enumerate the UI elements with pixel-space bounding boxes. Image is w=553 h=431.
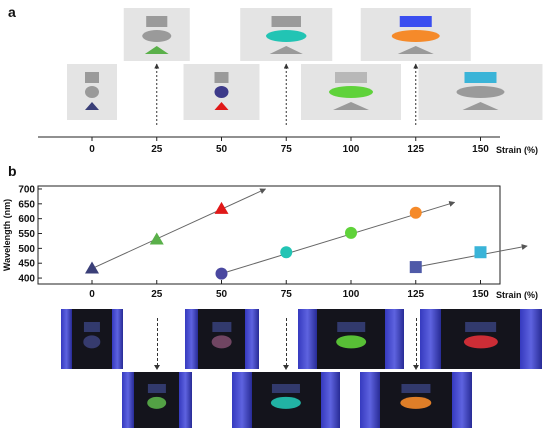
circle-shape: [142, 30, 172, 42]
square-shape: [271, 16, 301, 27]
square-shape: [85, 72, 99, 83]
circle-shape: [85, 86, 99, 98]
arrow-head-icon: [412, 365, 419, 370]
square-shape: [146, 16, 168, 27]
trend-arrow: [91, 188, 267, 270]
plot-frame: [37, 185, 501, 285]
sample-photo: [61, 309, 123, 369]
panel-a-tick-label: 0: [89, 144, 95, 155]
sample-photo: [419, 309, 542, 369]
sample-shape: [400, 396, 432, 409]
dotted-arrow: [286, 318, 288, 366]
arrow-head-icon: [283, 365, 290, 370]
wavelength-chart: 400 450 500 550 600 650 700 0 25 50 75 100 125 150 Str…: [2, 184, 538, 300]
x-axis-title: Strain (%): [496, 290, 538, 300]
panel-a-tick-label: 150: [472, 144, 489, 155]
circle-point: [215, 267, 228, 280]
square-point: [474, 246, 487, 259]
y-tick-label: 500: [18, 244, 35, 255]
triangle-point: [149, 232, 164, 245]
x-tick-label: 75: [281, 289, 293, 300]
triangle-point: [214, 201, 229, 214]
sample-square: [337, 322, 365, 332]
sample-shape: [83, 335, 101, 349]
dotted-arrow: [156, 318, 158, 366]
arrow-head-icon: [153, 365, 160, 370]
sample-photo: [232, 372, 341, 428]
y-tick-label: 400: [18, 274, 35, 285]
trend-arrow: [415, 244, 528, 268]
panel-a-diagram: 0 25 50 75 100 125 150 Strain (%): [38, 8, 543, 155]
triangle-shape: [397, 46, 434, 54]
square-shape: [214, 72, 229, 83]
sample-photo: [121, 372, 192, 428]
x-tick-label: 25: [151, 289, 163, 300]
x-tick-label: 50: [216, 289, 228, 300]
y-tick-label: 700: [18, 184, 35, 195]
circle-shape: [456, 86, 505, 98]
sample-shape: [336, 335, 366, 349]
x-tick-label: 0: [89, 289, 95, 300]
sample-square: [401, 384, 431, 394]
y-tick-label: 550: [18, 229, 35, 240]
x-tick-label: 100: [343, 289, 360, 300]
square-shape: [399, 16, 432, 27]
triangle-shape: [462, 102, 499, 110]
sample-square: [464, 322, 497, 332]
circle-shape: [329, 86, 373, 98]
triangle-shape: [269, 46, 303, 54]
sample-shape: [463, 335, 498, 349]
circle-shape: [214, 86, 229, 98]
sample-shape: [271, 396, 302, 409]
y-tick-label: 650: [18, 199, 35, 210]
triangle-shape: [144, 46, 169, 54]
sample-square: [147, 384, 166, 394]
sample-photo: [184, 309, 259, 369]
sample-photo: [359, 372, 472, 428]
y-axis-title: Wavelength (nm): [2, 199, 12, 271]
sample-square: [83, 322, 101, 332]
circle-point: [409, 206, 422, 219]
panel-a-tick-label: 100: [343, 144, 360, 155]
sample-shape: [146, 396, 167, 409]
sample-photo: [298, 309, 404, 369]
circle-shape: [391, 30, 440, 42]
sample-shape: [211, 335, 232, 349]
circle-shape: [266, 30, 307, 42]
square-shape: [335, 72, 367, 83]
triangle-point: [85, 261, 99, 274]
circle-point: [280, 246, 293, 259]
sample-square: [211, 322, 232, 332]
panel-a-axis-title: Strain (%): [496, 145, 538, 155]
square-shape: [464, 72, 497, 83]
circle-point: [345, 226, 357, 239]
triangle-shape: [85, 102, 99, 110]
panel-a-label: a: [8, 4, 16, 20]
panel-a-tick-label: 50: [216, 144, 228, 155]
triangle-shape: [214, 102, 229, 110]
dotted-arrow: [415, 318, 417, 366]
x-tick-label: 150: [472, 289, 489, 300]
triangle-shape: [333, 102, 369, 110]
sample-square: [272, 384, 301, 394]
panel-a-tick-label: 75: [281, 144, 293, 155]
panel-a-tick-label: 125: [407, 144, 424, 155]
y-tick-label: 600: [18, 214, 35, 225]
square-point: [409, 261, 422, 274]
x-tick-label: 125: [407, 289, 424, 300]
panel-b-label: b: [8, 163, 17, 179]
panel-a-tick-label: 25: [151, 144, 163, 155]
y-tick-label: 450: [18, 259, 35, 270]
